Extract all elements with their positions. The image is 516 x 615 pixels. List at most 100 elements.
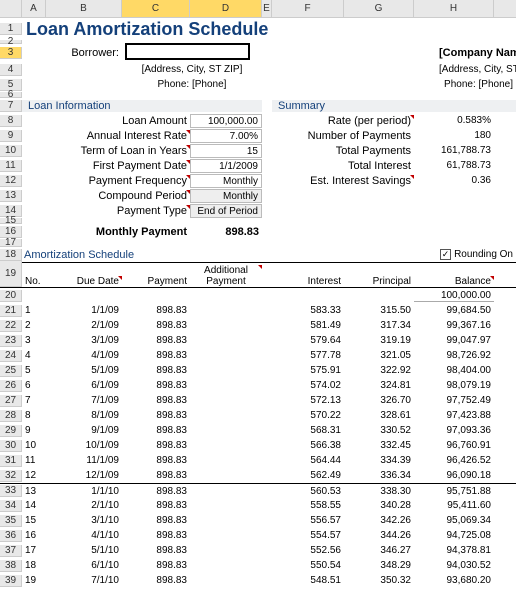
row-28[interactable]: 28 (0, 410, 22, 422)
row-38[interactable]: 38 (0, 560, 22, 572)
col-D[interactable]: D (190, 0, 262, 17)
row-34[interactable]: 34 (0, 500, 22, 512)
row-1[interactable]: 1 (0, 23, 22, 35)
row-24[interactable]: 24 (0, 350, 22, 362)
loan-value[interactable]: Monthly (190, 189, 262, 203)
monthly-payment-label: Monthly Payment (46, 226, 190, 238)
comment-icon (410, 175, 414, 179)
row-39[interactable]: 39 (0, 575, 22, 587)
row-13[interactable]: 13 (0, 190, 22, 202)
sched-pay: 898.83 (122, 380, 190, 391)
row-30[interactable]: 30 (0, 440, 22, 452)
sched-int: 575.91 (272, 365, 344, 376)
row-29[interactable]: 29 (0, 425, 22, 437)
summary-value: 180 (414, 130, 494, 141)
comment-icon (490, 276, 494, 280)
sched-prin: 346.27 (344, 545, 414, 556)
sched-no: 3 (22, 335, 46, 346)
loan-value[interactable]: 1/1/2009 (190, 159, 262, 173)
row-12[interactable]: 12 (0, 175, 22, 187)
row-22[interactable]: 22 (0, 320, 22, 332)
row-20[interactable]: 20 (0, 290, 22, 302)
row-31[interactable]: 31 (0, 455, 22, 467)
row-23[interactable]: 23 (0, 335, 22, 347)
sched-date: 7/1/10 (46, 575, 122, 586)
row-9[interactable]: 9 (0, 130, 22, 142)
row-26[interactable]: 26 (0, 380, 22, 392)
row-8[interactable]: 8 (0, 115, 22, 127)
col-F[interactable]: F (272, 0, 344, 17)
loan-value[interactable]: 15 (190, 144, 262, 158)
loan-value[interactable]: 100,000.00 (190, 114, 262, 128)
rounding-toggle[interactable]: ✓ Rounding On (436, 249, 516, 260)
sched-date: 2/1/09 (46, 320, 122, 331)
corner-cell[interactable] (0, 0, 22, 17)
row-19[interactable]: 19 (0, 261, 22, 287)
col-A[interactable]: A (22, 0, 46, 17)
sched-pay: 898.83 (122, 560, 190, 571)
sched-date: 3/1/09 (46, 335, 122, 346)
col-pay: Payment (122, 276, 190, 287)
sched-date: 3/1/10 (46, 515, 122, 526)
sched-pay: 898.83 (122, 320, 190, 331)
page-title: Loan Amortization Schedule (22, 19, 516, 40)
sched-int: 583.33 (272, 305, 344, 316)
amort-head: Amortization Schedule (22, 249, 262, 261)
row-18[interactable]: 18 (0, 249, 22, 261)
row-35[interactable]: 35 (0, 515, 22, 527)
row-4[interactable]: 4 (0, 64, 22, 76)
borrower-label: Borrower: (46, 47, 122, 59)
sched-pay: 898.83 (122, 365, 190, 376)
sched-int: 572.13 (272, 395, 344, 406)
checkbox-icon: ✓ (440, 249, 451, 260)
col-bal: Balance (414, 276, 494, 287)
row-25[interactable]: 25 (0, 365, 22, 377)
sched-pay: 898.83 (122, 410, 190, 421)
row-11[interactable]: 11 (0, 160, 22, 172)
summary-value: 161,788.73 (414, 145, 494, 156)
sched-int: 564.44 (272, 455, 344, 466)
sched-no: 15 (22, 515, 46, 526)
col-B[interactable]: B (46, 0, 122, 17)
row-3[interactable]: 3 (0, 47, 22, 59)
sched-bal: 95,069.34 (414, 515, 494, 526)
row-7[interactable]: 7 (0, 100, 22, 112)
row-21[interactable]: 21 (0, 305, 22, 317)
row-33[interactable]: 33 (0, 485, 22, 497)
loan-value[interactable]: 7.00% (190, 129, 262, 143)
sched-prin: 338.30 (344, 486, 414, 497)
row-27[interactable]: 27 (0, 395, 22, 407)
sched-no: 7 (22, 395, 46, 406)
sched-no: 5 (22, 365, 46, 376)
row-32[interactable]: 32 (0, 470, 22, 482)
summary-head: Summary (272, 100, 516, 112)
col-C[interactable]: C (122, 0, 190, 17)
row-17[interactable]: 17 (0, 239, 22, 247)
sched-date: 2/1/10 (46, 500, 122, 511)
col-G[interactable]: G (344, 0, 414, 17)
loan-label: Loan Amount (46, 115, 190, 127)
sched-pay: 898.83 (122, 440, 190, 451)
row-16[interactable]: 16 (0, 226, 22, 238)
comment-icon (186, 130, 190, 134)
row-36[interactable]: 36 (0, 530, 22, 542)
col-H[interactable]: H (414, 0, 494, 17)
sched-int: 568.31 (272, 425, 344, 436)
sched-bal: 96,426.52 (414, 455, 494, 466)
sched-prin: 330.52 (344, 425, 414, 436)
loan-value[interactable]: End of Period (190, 204, 262, 218)
summary-label: Total Interest (272, 160, 414, 172)
sched-date: 4/1/10 (46, 530, 122, 541)
col-E[interactable]: E (262, 0, 272, 17)
sched-no: 6 (22, 380, 46, 391)
loan-value[interactable]: Monthly (190, 174, 262, 188)
row-37[interactable]: 37 (0, 545, 22, 557)
sched-pay: 898.83 (122, 425, 190, 436)
sched-prin: 340.28 (344, 500, 414, 511)
row-10[interactable]: 10 (0, 145, 22, 157)
sched-int: 566.38 (272, 440, 344, 451)
loan-label: Compound Period (46, 190, 190, 202)
company-phone: Phone: [Phone] (436, 79, 516, 90)
borrower-input[interactable] (125, 43, 250, 60)
comment-icon (186, 145, 190, 149)
